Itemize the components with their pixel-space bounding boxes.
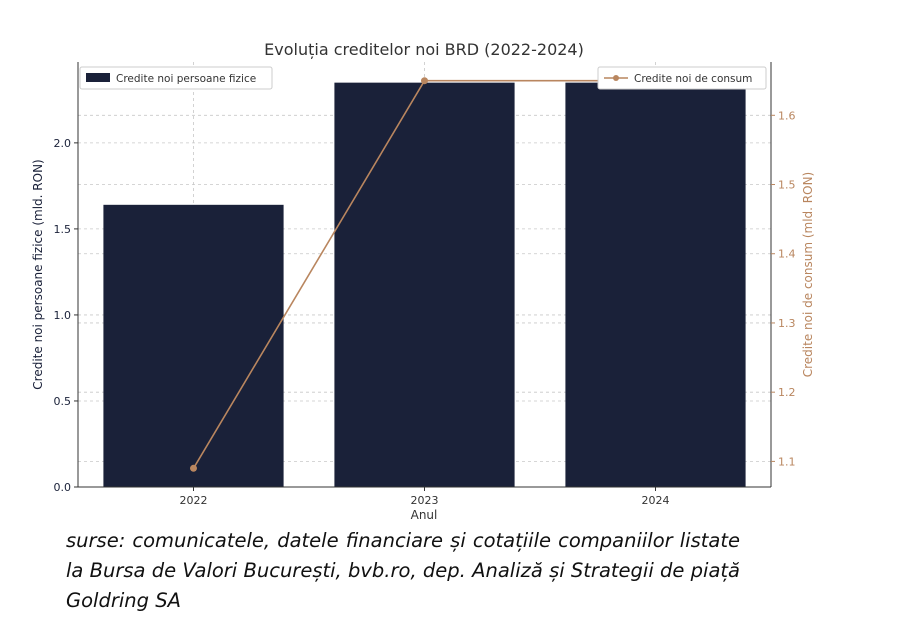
legend-right: Credite noi de consum: [597, 66, 767, 90]
source-caption: surse: comunicatele, datele financiare ș…: [66, 529, 740, 612]
chart: Evoluția creditelor noi BRD (2022-2024) …: [31, 40, 815, 522]
x-tick-label: 2023: [411, 494, 439, 507]
y-axis-right-label: Credite noi de consum (mld. RON): [801, 172, 815, 378]
left-tick-label: 0.0: [54, 481, 72, 494]
right-tick-label: 1.2: [778, 386, 796, 399]
legend-right-label: Credite noi de consum: [634, 73, 752, 85]
legend-right-marker: [613, 75, 619, 81]
x-axis-label: Anul: [411, 508, 438, 522]
right-axis-ticks: 1.1 1.2 1.3 1.4 1.5 1.6: [771, 109, 796, 468]
left-tick-label: 0.5: [54, 395, 72, 408]
x-axis-ticks: 2022 2023 2024: [180, 487, 670, 507]
legend-left-swatch: [86, 73, 110, 82]
legend-left-label: Credite noi persoane fizice: [116, 73, 256, 85]
y-axis-left-label: Credite noi persoane fizice (mld. RON): [31, 159, 45, 389]
left-axis-ticks: 0.0 0.5 1.0 1.5 2.0: [54, 137, 78, 494]
right-tick-label: 1.5: [778, 179, 796, 192]
x-tick-label: 2024: [642, 494, 670, 507]
right-tick-label: 1.1: [778, 455, 796, 468]
bar-2022: [103, 204, 284, 487]
consumer-credit-point-2023: [421, 77, 428, 85]
bar-2023: [334, 82, 515, 488]
right-tick-label: 1.3: [778, 317, 796, 330]
right-tick-label: 1.6: [778, 109, 796, 122]
bar-2024: [565, 82, 746, 488]
left-tick-label: 1.0: [54, 309, 72, 322]
left-tick-label: 2.0: [54, 137, 72, 150]
left-tick-label: 1.5: [54, 223, 72, 236]
consumer-credit-point-2022: [190, 464, 197, 472]
x-tick-label: 2022: [180, 494, 208, 507]
legend-left: Credite noi persoane fizice: [79, 66, 273, 90]
bars: [103, 82, 746, 488]
chart-title: Evoluția creditelor noi BRD (2022-2024): [264, 40, 584, 59]
right-tick-label: 1.4: [778, 248, 796, 261]
